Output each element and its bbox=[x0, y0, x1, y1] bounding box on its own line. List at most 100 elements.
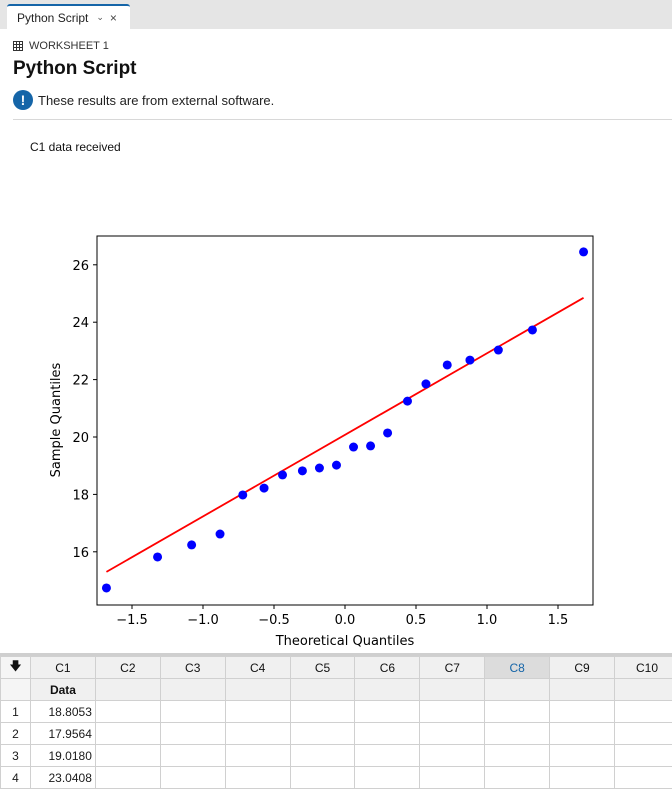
chevron-down-icon[interactable]: ⌄ bbox=[96, 12, 104, 22]
cell-c5[interactable] bbox=[289, 722, 356, 745]
data-point bbox=[187, 540, 197, 550]
y-tick-label: 26 bbox=[72, 259, 89, 274]
y-tick-label: 22 bbox=[72, 374, 89, 389]
cell-c1[interactable]: 17.9564 bbox=[30, 722, 96, 745]
column-name-c4[interactable] bbox=[224, 678, 291, 701]
cell-c3[interactable] bbox=[159, 766, 226, 789]
cell-c4[interactable] bbox=[224, 700, 291, 723]
cell-c5[interactable] bbox=[289, 766, 356, 789]
data-point bbox=[465, 355, 475, 365]
cell-c6[interactable] bbox=[354, 744, 421, 767]
cell-c8[interactable] bbox=[484, 766, 551, 789]
cell-c8[interactable] bbox=[484, 744, 551, 767]
row-number[interactable]: 3 bbox=[0, 744, 31, 767]
cell-c2[interactable] bbox=[94, 766, 161, 789]
column-header-c4[interactable]: C4 bbox=[224, 656, 291, 679]
x-tick-label: 0.5 bbox=[406, 613, 427, 628]
column-name-c2[interactable] bbox=[94, 678, 161, 701]
column-header-c8[interactable]: C8 bbox=[484, 656, 551, 679]
cell-c7[interactable] bbox=[419, 766, 486, 789]
cell-c7[interactable] bbox=[419, 744, 486, 767]
cell-c9[interactable] bbox=[549, 722, 616, 745]
data-point bbox=[402, 396, 412, 406]
cell-c1[interactable]: 19.0180 bbox=[30, 744, 96, 767]
cell-c6[interactable] bbox=[354, 722, 421, 745]
column-header-c2[interactable]: C2 bbox=[94, 656, 161, 679]
cell-c3[interactable] bbox=[159, 700, 226, 723]
table-row: 4 23.0408 bbox=[0, 766, 672, 789]
cell-c7[interactable] bbox=[419, 722, 486, 745]
cell-c1[interactable]: 18.8053 bbox=[30, 700, 96, 723]
tab-python-script[interactable]: Python Script ⌄ × bbox=[7, 4, 130, 29]
x-axis-label: Theoretical Quantiles bbox=[275, 634, 415, 649]
row-number[interactable]: 2 bbox=[0, 722, 31, 745]
cell-c10[interactable] bbox=[614, 766, 672, 789]
cell-c10[interactable] bbox=[614, 722, 672, 745]
cell-c5[interactable] bbox=[289, 700, 356, 723]
x-tick-label: −1.0 bbox=[187, 613, 219, 628]
row-number[interactable]: 1 bbox=[0, 700, 31, 723]
data-point bbox=[331, 460, 341, 470]
column-header-c6[interactable]: C6 bbox=[354, 656, 421, 679]
column-header-c9[interactable]: C9 bbox=[549, 656, 616, 679]
column-name-c10[interactable] bbox=[614, 678, 672, 701]
column-header-c10[interactable]: C10 bbox=[614, 656, 672, 679]
data-point bbox=[442, 360, 452, 370]
cell-c9[interactable] bbox=[549, 766, 616, 789]
y-tick-label: 24 bbox=[72, 316, 89, 331]
column-header-row: 🡇 C1 C2 C3 C4 C5 C6 C7 C8 C9 C10 bbox=[0, 656, 672, 679]
cell-c4[interactable] bbox=[224, 766, 291, 789]
column-name-c6[interactable] bbox=[354, 678, 421, 701]
cell-c5[interactable] bbox=[289, 744, 356, 767]
cell-c3[interactable] bbox=[159, 722, 226, 745]
data-point bbox=[297, 466, 307, 476]
data-point bbox=[383, 428, 393, 438]
column-name-c5[interactable] bbox=[289, 678, 356, 701]
worksheet-label: WORKSHEET 1 bbox=[29, 40, 109, 52]
external-notice: ! These results are from external softwa… bbox=[13, 90, 274, 110]
output-message: C1 data received bbox=[30, 140, 121, 154]
table-row: 1 18.8053 bbox=[0, 700, 672, 723]
x-tick-label: −0.5 bbox=[258, 613, 290, 628]
worksheet-grid: 🡇 C1 C2 C3 C4 C5 C6 C7 C8 C9 C10 Data 1 18.8053 2 17… bbox=[0, 653, 672, 789]
column-name-c1[interactable]: Data bbox=[30, 678, 96, 701]
cell-c2[interactable] bbox=[94, 744, 161, 767]
tab-label: Python Script bbox=[17, 10, 89, 25]
cell-c4[interactable] bbox=[224, 722, 291, 745]
x-tick-label: −1.5 bbox=[116, 613, 148, 628]
data-point bbox=[101, 583, 111, 593]
row-number[interactable]: 4 bbox=[0, 766, 31, 789]
cell-c9[interactable] bbox=[549, 700, 616, 723]
cell-c1[interactable]: 23.0408 bbox=[30, 766, 96, 789]
cell-c8[interactable] bbox=[484, 700, 551, 723]
cell-c9[interactable] bbox=[549, 744, 616, 767]
column-header-c3[interactable]: C3 bbox=[159, 656, 226, 679]
column-name-c9[interactable] bbox=[549, 678, 616, 701]
cell-c10[interactable] bbox=[614, 744, 672, 767]
cell-c2[interactable] bbox=[94, 722, 161, 745]
divider bbox=[13, 119, 672, 120]
name-row-header bbox=[0, 678, 31, 701]
info-icon: ! bbox=[13, 90, 33, 110]
cell-c7[interactable] bbox=[419, 700, 486, 723]
cell-c10[interactable] bbox=[614, 700, 672, 723]
column-header-c1[interactable]: C1 bbox=[30, 656, 96, 679]
column-name-c7[interactable] bbox=[419, 678, 486, 701]
table-row: 3 19.0180 bbox=[0, 744, 672, 767]
column-name-c3[interactable] bbox=[159, 678, 226, 701]
column-header-c5[interactable]: C5 bbox=[289, 656, 356, 679]
x-tick-label: 1.5 bbox=[548, 613, 569, 628]
y-tick-label: 16 bbox=[72, 546, 89, 561]
arrow-down-icon[interactable]: 🡇 bbox=[0, 656, 31, 679]
data-point bbox=[259, 483, 269, 493]
data-point bbox=[579, 247, 589, 257]
cell-c2[interactable] bbox=[94, 700, 161, 723]
cell-c8[interactable] bbox=[484, 722, 551, 745]
cell-c4[interactable] bbox=[224, 744, 291, 767]
column-header-c7[interactable]: C7 bbox=[419, 656, 486, 679]
close-icon[interactable]: × bbox=[109, 10, 117, 25]
cell-c6[interactable] bbox=[354, 766, 421, 789]
cell-c6[interactable] bbox=[354, 700, 421, 723]
cell-c3[interactable] bbox=[159, 744, 226, 767]
column-name-c8[interactable] bbox=[484, 678, 551, 701]
